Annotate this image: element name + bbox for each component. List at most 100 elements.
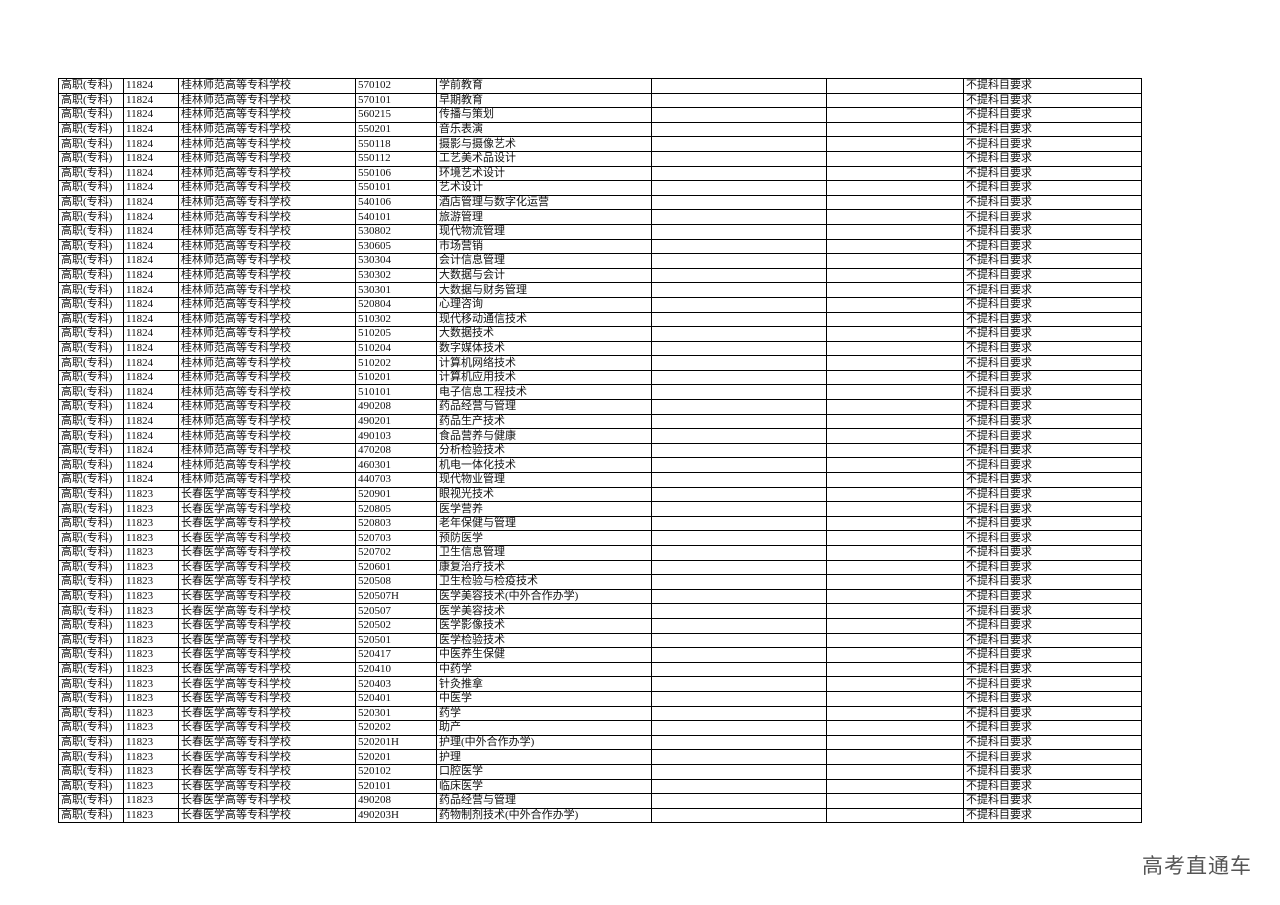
empty-cell xyxy=(826,676,964,692)
major-code-cell: 540106 xyxy=(355,194,437,211)
major-name-cell: 环境艺术设计 xyxy=(436,165,652,182)
empty-cell xyxy=(651,690,827,707)
empty-cell xyxy=(826,588,964,605)
empty-cell xyxy=(826,530,964,546)
major-name-cell: 医学美容技术 xyxy=(436,603,652,619)
major-name-cell: 大数据技术 xyxy=(436,326,652,342)
school-code-cell: 11824 xyxy=(123,121,179,138)
major-code-cell: 520102 xyxy=(355,763,437,780)
major-name-cell: 食品营养与健康 xyxy=(436,428,652,444)
major-name-cell: 音乐表演 xyxy=(436,121,652,138)
requirement-cell: 不提科目要求 xyxy=(963,603,1142,619)
major-code-cell: 460301 xyxy=(355,457,437,474)
requirement-cell: 不提科目要求 xyxy=(963,326,1142,342)
school-name-cell: 桂林师范高等专科学校 xyxy=(178,457,356,474)
empty-cell xyxy=(651,194,827,211)
requirement-cell: 不提科目要求 xyxy=(963,530,1142,546)
empty-cell xyxy=(651,238,827,255)
empty-cell xyxy=(826,749,964,765)
empty-cell xyxy=(651,486,827,503)
empty-cell xyxy=(651,355,827,371)
table-row: 高职(专科) 11823 长春医学高等专科学校 520508 卫生检验与检疫技术 不提科目… xyxy=(58,574,1142,590)
table-row: 高职(专科) 11824 桂林师范高等专科学校 510101 电子信息工程技术 不提科目要… xyxy=(58,384,1142,401)
table-row: 高职(专科) 11824 桂林师范高等专科学校 550118 摄影与摄像艺术 不提科目要求 xyxy=(58,136,1142,152)
empty-cell xyxy=(651,267,827,284)
table-row: 高职(专科) 11823 长春医学高等专科学校 520201 护理 不提科目要求 xyxy=(58,749,1142,765)
school-name-cell: 桂林师范高等专科学校 xyxy=(178,472,356,488)
school-name-cell: 桂林师范高等专科学校 xyxy=(178,311,356,328)
school-code-cell: 11824 xyxy=(123,194,179,211)
empty-cell xyxy=(651,734,827,751)
table-row: 高职(专科) 11823 长春医学高等专科学校 520702 卫生信息管理 不提科目要求 xyxy=(58,545,1142,561)
major-code-cell: 520501 xyxy=(355,632,437,649)
empty-cell xyxy=(826,559,964,576)
school-code-cell: 11824 xyxy=(123,150,179,167)
empty-cell xyxy=(651,617,827,634)
school-name-cell: 长春医学高等专科学校 xyxy=(178,588,356,605)
empty-cell xyxy=(826,603,964,619)
empty-cell xyxy=(651,121,827,138)
table-row: 高职(专科) 11824 桂林师范高等专科学校 560215 传播与策划 不提科目要求 xyxy=(58,107,1142,123)
school-code-cell: 11824 xyxy=(123,223,179,240)
major-code-cell: 530605 xyxy=(355,238,437,255)
school-code-cell: 11824 xyxy=(123,267,179,284)
empty-cell xyxy=(651,282,827,298)
level-cell: 高职(专科) xyxy=(58,238,124,255)
table-row: 高职(专科) 11824 桂林师范高等专科学校 550201 音乐表演 不提科目要求 xyxy=(58,121,1142,138)
table-row: 高职(专科) 11823 长春医学高等专科学校 520417 中医养生保健 不提科目要求 xyxy=(58,647,1142,663)
major-name-cell: 口腔医学 xyxy=(436,763,652,780)
requirement-cell: 不提科目要求 xyxy=(963,763,1142,780)
school-code-cell: 11824 xyxy=(123,209,179,225)
major-name-cell: 早期教育 xyxy=(436,92,652,109)
school-code-cell: 11823 xyxy=(123,749,179,765)
major-name-cell: 旅游管理 xyxy=(436,209,652,225)
requirement-cell: 不提科目要求 xyxy=(963,661,1142,678)
requirement-cell: 不提科目要求 xyxy=(963,705,1142,722)
requirement-cell: 不提科目要求 xyxy=(963,107,1142,123)
level-cell: 高职(专科) xyxy=(58,78,124,94)
requirement-cell: 不提科目要求 xyxy=(963,296,1142,313)
major-code-cell: 490208 xyxy=(355,399,437,415)
school-name-cell: 桂林师范高等专科学校 xyxy=(178,180,356,196)
level-cell: 高职(专科) xyxy=(58,399,124,415)
table-row: 高职(专科) 11824 桂林师范高等专科学校 470208 分析检验技术 不提科目要求 xyxy=(58,442,1142,459)
level-cell: 高职(专科) xyxy=(58,150,124,167)
major-code-cell: 470208 xyxy=(355,442,437,459)
school-code-cell: 11823 xyxy=(123,530,179,546)
empty-cell xyxy=(826,92,964,109)
school-name-cell: 长春医学高等专科学校 xyxy=(178,545,356,561)
school-code-cell: 11824 xyxy=(123,326,179,342)
major-name-cell: 学前教育 xyxy=(436,78,652,94)
major-code-cell: 520201 xyxy=(355,749,437,765)
major-name-cell: 艺术设计 xyxy=(436,180,652,196)
table-row: 高职(专科) 11824 桂林师范高等专科学校 510204 数字媒体技术 不提科目要求 xyxy=(58,340,1142,357)
empty-cell xyxy=(651,326,827,342)
school-code-cell: 11824 xyxy=(123,92,179,109)
major-name-cell: 药品经营与管理 xyxy=(436,793,652,809)
table-row: 高职(专科) 11824 桂林师范高等专科学校 460301 机电一体化技术 不提科目要求 xyxy=(58,457,1142,474)
empty-cell xyxy=(826,267,964,284)
table-row: 高职(专科) 11824 桂林师范高等专科学校 530301 大数据与财务管理 不提科目要… xyxy=(58,282,1142,298)
empty-cell xyxy=(826,778,964,795)
major-code-cell: 520803 xyxy=(355,515,437,532)
school-code-cell: 11823 xyxy=(123,763,179,780)
empty-cell xyxy=(651,296,827,313)
table-row: 高职(专科) 11824 桂林师范高等专科学校 550101 艺术设计 不提科目要求 xyxy=(58,180,1142,196)
major-code-cell: 520507 xyxy=(355,603,437,619)
school-name-cell: 桂林师范高等专科学校 xyxy=(178,223,356,240)
school-code-cell: 11823 xyxy=(123,705,179,722)
school-code-cell: 11823 xyxy=(123,603,179,619)
school-name-cell: 长春医学高等专科学校 xyxy=(178,793,356,809)
major-code-cell: 550201 xyxy=(355,121,437,138)
school-name-cell: 桂林师范高等专科学校 xyxy=(178,296,356,313)
empty-cell xyxy=(651,399,827,415)
empty-cell xyxy=(651,793,827,809)
level-cell: 高职(专科) xyxy=(58,574,124,590)
school-name-cell: 长春医学高等专科学校 xyxy=(178,763,356,780)
requirement-cell: 不提科目要求 xyxy=(963,311,1142,328)
requirement-cell: 不提科目要求 xyxy=(963,413,1142,430)
empty-cell xyxy=(826,180,964,196)
major-name-cell: 大数据与财务管理 xyxy=(436,282,652,298)
table-row: 高职(专科) 11824 桂林师范高等专科学校 550112 工艺美术品设计 不提科目要求 xyxy=(58,150,1142,167)
level-cell: 高职(专科) xyxy=(58,749,124,765)
